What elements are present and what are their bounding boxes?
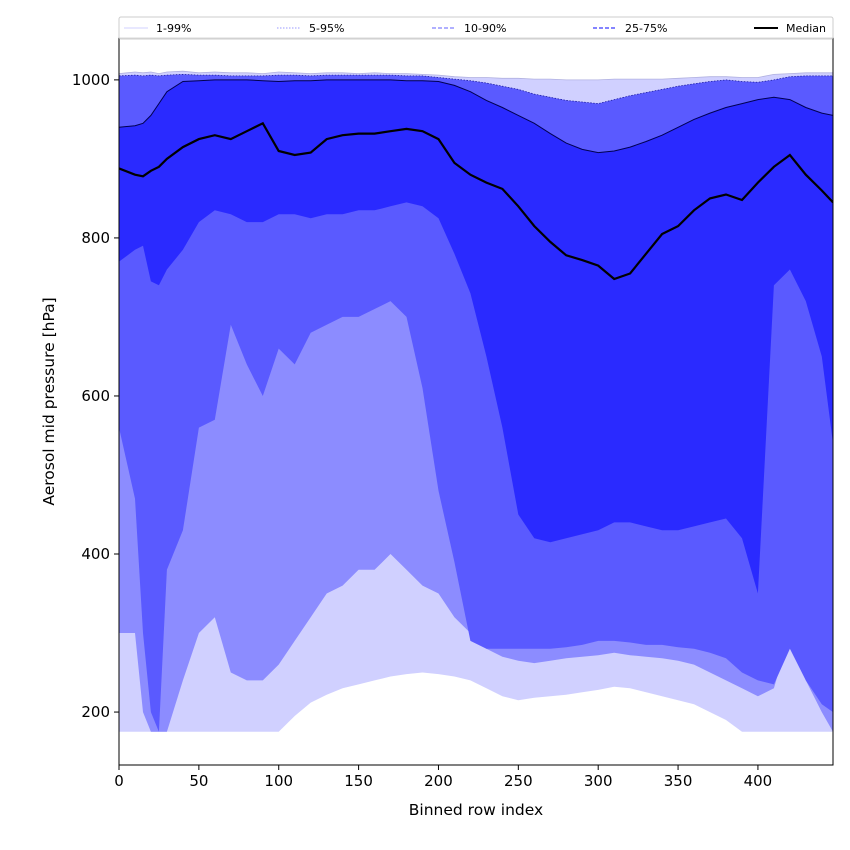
legend-label-2: 10-90% — [464, 22, 506, 35]
axes: 0 50 100 150 200 250 300 350 400 200 400 600 800 1000 — [72, 37, 834, 790]
legend-label-4: Median — [786, 22, 826, 35]
plot-area — [119, 70, 833, 732]
y-tick-label-400: 400 — [81, 545, 110, 563]
y-tick-label-600: 600 — [81, 387, 110, 405]
x-tick-label-50: 50 — [189, 772, 208, 790]
x-tick-label-350: 350 — [664, 772, 693, 790]
x-tick-label-0: 0 — [114, 772, 124, 790]
y-axis-label: Aerosol mid pressure [hPa] — [40, 297, 58, 505]
median-line — [119, 121, 833, 281]
y-tick-label-200: 200 — [81, 703, 110, 721]
upper-line-1-99pct — [119, 70, 833, 81]
y-tick-label-1000: 1000 — [72, 71, 110, 89]
x-tick-label-100: 100 — [264, 772, 293, 790]
x-tick-label-300: 300 — [584, 772, 613, 790]
legend-label-1: 5-95% — [309, 22, 344, 35]
x-tick-label-400: 400 — [744, 772, 773, 790]
x-tick-label-200: 200 — [424, 772, 453, 790]
upper-line-5-95pct — [119, 73, 833, 105]
legend: 1-99% 5-95% 10-90% 25-75% Median — [118, 16, 834, 40]
legend-box — [118, 16, 834, 40]
legend-label-3: 25-75% — [625, 22, 667, 35]
legend-label-0: 1-99% — [156, 22, 191, 35]
upper-line-25-75pct — [119, 79, 833, 154]
band-25-75pct — [119, 79, 833, 594]
y-tick-label-800: 800 — [81, 229, 110, 247]
x-tick-label-150: 150 — [344, 772, 373, 790]
x-tick-label-250: 250 — [504, 772, 533, 790]
x-axis-label: Binned row index — [409, 801, 543, 819]
